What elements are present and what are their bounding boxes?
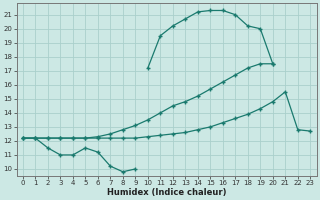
- X-axis label: Humidex (Indice chaleur): Humidex (Indice chaleur): [107, 188, 226, 197]
